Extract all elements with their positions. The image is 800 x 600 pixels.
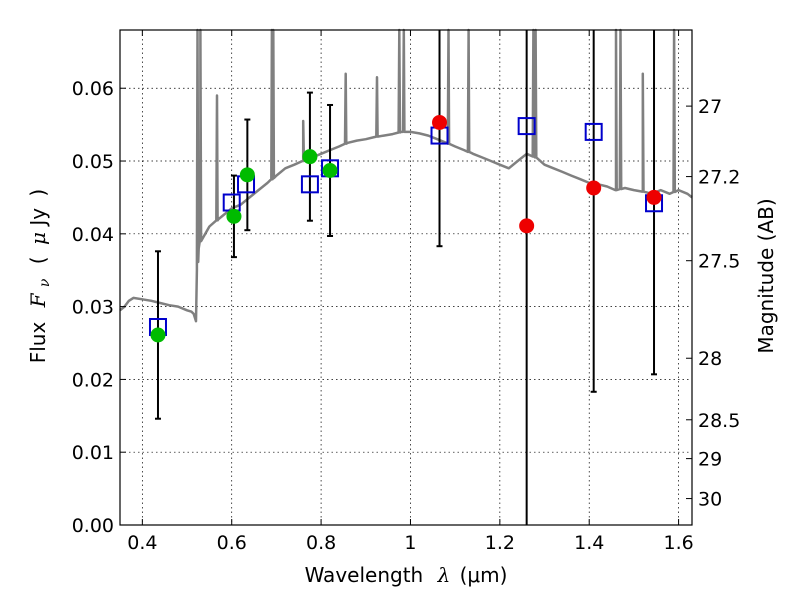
nir-obs-point xyxy=(586,180,602,196)
y-tick-label: 0.01 xyxy=(72,442,114,464)
y-axis-label-text: Flux xyxy=(26,322,50,364)
y2-axis-label: Magnitude (AB) xyxy=(754,198,778,353)
x-tick-label: 0.8 xyxy=(306,532,336,554)
y-tick-label: 0.04 xyxy=(72,224,114,246)
axis-ticks: 0.4 0.6 0.8 1 1.2 1.4 1.6 0.00 0.01 0.02 0.03 0.04 0… xyxy=(72,30,740,554)
y-axis-label: Flux F ν ( μ Jy ) xyxy=(26,189,54,364)
y-axis-label-symbol: F xyxy=(26,292,50,308)
y-axis-label-subscript: ν xyxy=(37,278,53,287)
grid-lines xyxy=(120,30,692,526)
y-axis-label-unit: Jy xyxy=(26,208,50,228)
y-axis-label-open: ( xyxy=(26,256,50,264)
nir-obs-point xyxy=(519,218,535,234)
y-axis-label-close: ) xyxy=(26,189,50,197)
x-tick-label: 1.4 xyxy=(574,532,604,554)
x-axis-label-symbol: λ xyxy=(437,563,451,587)
x-axis-label-unit: (μm) xyxy=(460,563,508,587)
y-tick-label: 0.00 xyxy=(72,515,114,537)
y-tick-label: 0.02 xyxy=(72,369,114,391)
nir-obs-point xyxy=(432,114,448,130)
y-tick-label: 0.05 xyxy=(72,151,114,173)
x-tick-label: 0.6 xyxy=(217,532,247,554)
x-axis-label-text: Wavelength xyxy=(305,563,424,587)
ground-obs-point xyxy=(239,167,255,183)
nir-obs-point xyxy=(646,189,662,205)
y2-tick-label: 30 xyxy=(698,489,722,511)
x-tick-label: 1.6 xyxy=(663,532,693,554)
y2-tick-label: 28 xyxy=(698,348,722,370)
y2-tick-label: 27.2 xyxy=(698,167,740,189)
y-tick-label: 0.03 xyxy=(72,297,114,319)
x-tick-label: 1.2 xyxy=(485,532,515,554)
x-axis-label: Wavelength λ (μm) xyxy=(305,563,508,587)
x-tick-label: 0.4 xyxy=(127,532,157,554)
model-point-square xyxy=(300,175,319,194)
y-tick-label: 0.06 xyxy=(72,78,114,100)
model-point-square xyxy=(517,117,536,136)
ground-obs-point xyxy=(322,162,338,178)
y2-tick-label: 27 xyxy=(698,96,722,118)
y2-tick-label: 28.5 xyxy=(698,410,740,432)
plot-frame xyxy=(119,29,693,526)
ground-obs-point xyxy=(150,327,166,343)
y-axis-label-mu: μ xyxy=(26,232,50,245)
x-tick-label: 1 xyxy=(404,532,416,554)
ground-obs-point xyxy=(226,208,242,224)
ground-obs-point xyxy=(302,149,318,165)
y2-tick-label: 29 xyxy=(698,449,722,471)
model-spectrum-line xyxy=(119,28,693,323)
model-point-square xyxy=(584,122,603,141)
y2-tick-label: 27.5 xyxy=(698,251,740,273)
chart-series xyxy=(119,28,693,525)
